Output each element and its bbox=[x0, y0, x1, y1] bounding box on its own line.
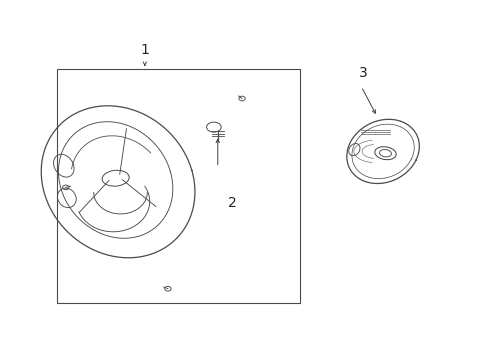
Bar bbox=[57, 69, 300, 303]
Text: 1: 1 bbox=[140, 42, 149, 57]
Text: 3: 3 bbox=[359, 66, 367, 80]
Text: 2: 2 bbox=[227, 196, 236, 210]
